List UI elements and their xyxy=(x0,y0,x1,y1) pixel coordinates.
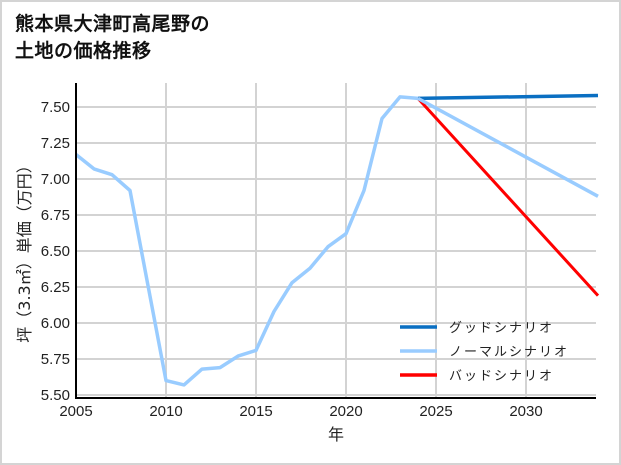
tick-labels: 5.50 5.75 6.00 6.25 6.50 6.75 7.00 7.25 7.50 2005… xyxy=(41,99,543,420)
chart-title: 熊本県大津町高尾野の 土地の価格推移 xyxy=(15,11,210,65)
y-tick-label: 7.25 xyxy=(41,135,70,152)
title-line-1: 熊本県大津町高尾野の xyxy=(15,13,211,35)
y-tick-label: 6.00 xyxy=(41,315,70,332)
x-tick-label: 2015 xyxy=(239,403,272,420)
axes xyxy=(75,83,596,399)
y-tick-label: 6.25 xyxy=(41,279,70,296)
legend-label: バッドシナリオ xyxy=(449,369,554,384)
x-tick-label: 2010 xyxy=(149,403,182,420)
x-tick-label: 2020 xyxy=(329,403,362,420)
x-tick-label: 2005 xyxy=(59,403,92,420)
bad-scenario-line xyxy=(416,97,600,297)
normal-scenario-line xyxy=(417,96,599,198)
y-tick-label: 7.50 xyxy=(41,99,70,116)
y-tick-label: 6.75 xyxy=(41,207,70,224)
y-tick-label: 5.75 xyxy=(41,351,70,368)
x-axis-label: 年 xyxy=(328,425,344,444)
legend-label: グッドシナリオ xyxy=(449,321,554,336)
good-scenario-line xyxy=(417,93,599,101)
legend-label: ノーマルシナリオ xyxy=(449,345,569,360)
title-line-2: 土地の価格推移 xyxy=(15,40,152,62)
y-tick-label: 7.00 xyxy=(41,171,70,188)
historical-price-line xyxy=(74,95,419,387)
y-tick-label: 6.50 xyxy=(41,243,70,260)
grid-lines xyxy=(76,83,596,398)
y-tick-label: 5.50 xyxy=(41,387,70,404)
x-tick-label: 2030 xyxy=(509,403,542,420)
y-axis-label: 坪（3.3㎡）単価（万円） xyxy=(15,157,34,342)
x-tick-label: 2025 xyxy=(419,403,452,420)
data-lines xyxy=(74,93,600,387)
